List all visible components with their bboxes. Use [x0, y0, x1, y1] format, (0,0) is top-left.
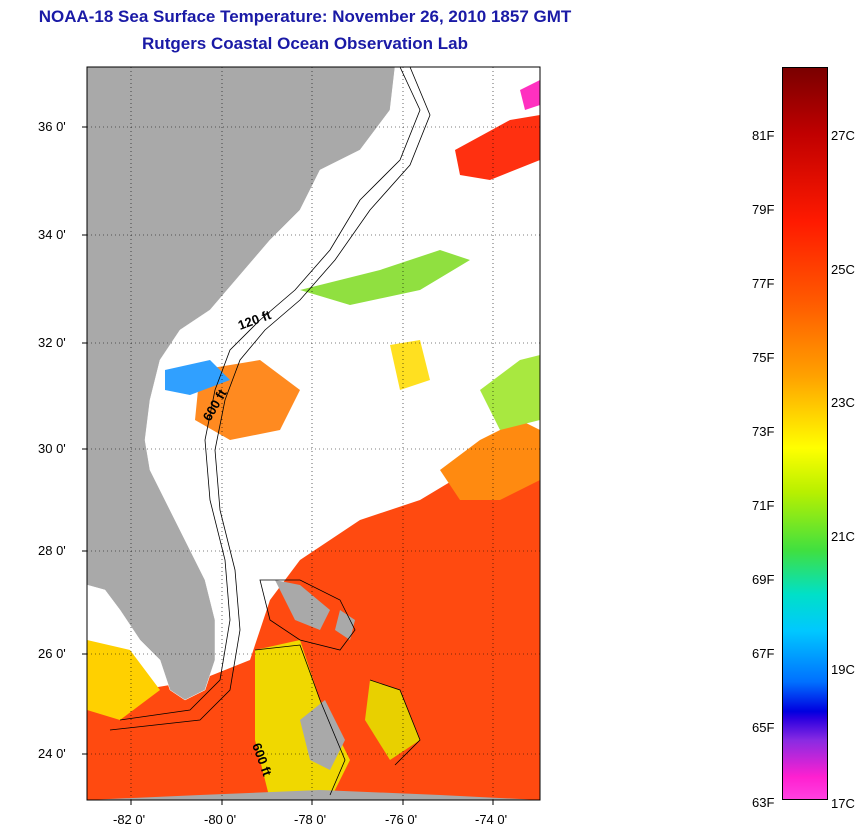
map-subtitle: Rutgers Coastal Ocean Observation Lab	[142, 34, 468, 53]
lat-label-32: 32 0'	[38, 335, 66, 350]
colorbar-f-77: 77F	[752, 276, 775, 291]
warm-water-orange	[440, 420, 540, 500]
colorbar-c-23: 23C	[831, 395, 855, 410]
colorbar-f-79: 79F	[752, 202, 775, 217]
colorbar-f-71: 71F	[752, 498, 775, 513]
lat-label-30: 30 0'	[38, 441, 66, 456]
land-cuba	[87, 790, 540, 800]
warm-water-florida-bay	[87, 640, 160, 720]
lon-label-82: -82 0'	[113, 812, 146, 827]
lon-label-78: -78 0'	[294, 812, 327, 827]
colorbar-c-17: 17C	[831, 796, 855, 811]
cool-patch-east	[480, 355, 540, 430]
axis-ticks	[82, 126, 494, 805]
temperature-colorbar	[782, 67, 828, 800]
red-gulf-stream-north	[455, 115, 540, 180]
lon-label-74: -74 0'	[475, 812, 508, 827]
colorbar-f-63: 63F	[752, 795, 775, 810]
colorbar-c-25: 25C	[831, 262, 855, 277]
map-title: NOAA-18 Sea Surface Temperature: Novembe…	[38, 7, 572, 26]
bathymetry-contours	[109, 67, 431, 796]
land-island-3	[335, 610, 355, 640]
cool-patch-north	[300, 250, 470, 305]
land-island-1	[300, 700, 345, 770]
lat-label-26: 26 0'	[38, 646, 66, 661]
colorbar-f-81: 81F	[752, 128, 775, 143]
colorbar-c-19: 19C	[831, 662, 855, 677]
magenta-edge	[520, 80, 540, 110]
land-mainland	[87, 67, 396, 701]
blue-cool-band	[165, 360, 230, 395]
colorbar-c-27: 27C	[831, 128, 855, 143]
lat-label-36: 36 0'	[38, 119, 66, 134]
lat-label-24: 24 0'	[38, 746, 66, 761]
land-island-2	[275, 580, 330, 630]
lat-label-34: 34 0'	[38, 227, 66, 242]
yellow-shallow-bank	[365, 680, 420, 760]
lon-label-80: -80 0'	[204, 812, 237, 827]
map-frame	[86, 66, 541, 801]
colorbar-f-69: 69F	[752, 572, 775, 587]
colorbar-c-21: 21C	[831, 529, 855, 544]
lon-label-76: -76 0'	[385, 812, 418, 827]
colorbar-f-65: 65F	[752, 720, 775, 735]
lat-label-28: 28 0'	[38, 543, 66, 558]
colorbar-f-73: 73F	[752, 424, 775, 439]
yellow-patch	[390, 340, 430, 390]
colorbar-f-67: 67F	[752, 646, 775, 661]
colorbar-f-75: 75F	[752, 350, 775, 365]
